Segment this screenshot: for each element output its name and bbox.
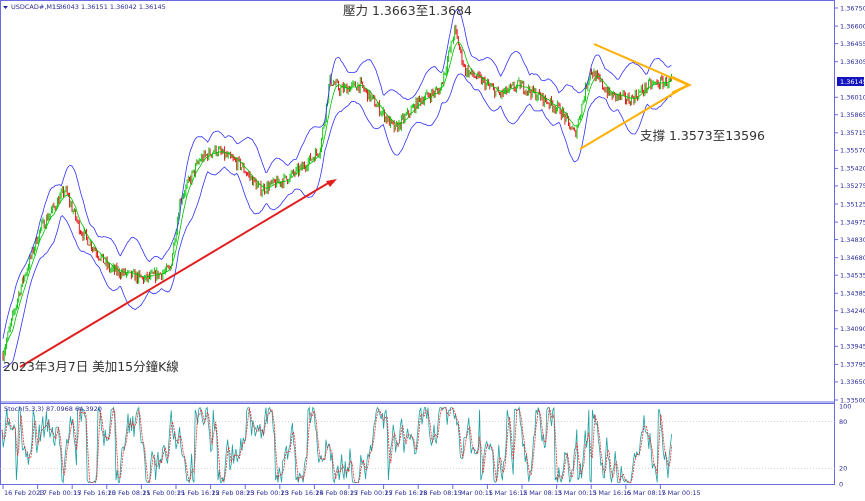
price-tick-label: 1.33650 (840, 378, 865, 386)
time-tick-label: 27 Feb 00:15 (350, 489, 393, 497)
support-label: 支撐 1.3573至13596 (640, 128, 765, 143)
time-tick-label: 21 Feb 16:15 (177, 489, 220, 497)
time-tick-label: 6 Mar 08:15 (627, 489, 666, 497)
price-tick-label: 1.36305 (840, 58, 865, 66)
dropdown-triangle-icon[interactable] (3, 6, 8, 9)
price-tick-label: 1.35570 (840, 147, 865, 155)
upper-band (2, 8, 672, 339)
triangle-lower-line[interactable] (579, 85, 687, 150)
price-tick-label: 1.33500 (840, 396, 865, 404)
time-tick-label: 27 Feb 16:15 (385, 489, 428, 497)
time-tick-label: 22 Feb 08:15 (212, 489, 255, 497)
price-tick-label: 1.36600 (840, 22, 865, 30)
price-tick-label: 1.34830 (840, 236, 865, 244)
time-tick-label: 1 Mar 16:15 (488, 489, 527, 497)
price-tick-label: 1.34240 (840, 307, 865, 315)
time-tick-label: 1 Mar 00:15 (454, 489, 493, 497)
resistance-label: 壓力 1.3663至1.3684 (343, 3, 472, 18)
stoch-tick-label: 80 (839, 418, 847, 426)
stoch-tick-label: 100 (839, 402, 851, 410)
price-tick-label: 1.35275 (840, 182, 865, 190)
price-tick-label: 1.34090 (840, 325, 865, 333)
time-tick-label: 2 Mar 08:15 (523, 489, 562, 497)
time-tick-label: 23 Feb 16:15 (281, 489, 324, 497)
chart-frame (0, 0, 835, 485)
moving-average-line (2, 41, 672, 354)
time-tick-label: 3 Mar 00:15 (558, 489, 597, 497)
time-tick-label: 3 Mar 16:15 (592, 489, 631, 497)
price-tick-label: 1.36455 (840, 40, 865, 48)
envelope-bands (2, 8, 672, 368)
stoch-tick-label: 20 (839, 465, 847, 473)
current-price-value: 1.36145 (840, 78, 865, 86)
stoch-main-line (1, 406, 672, 484)
price-tick-label: 1.36750 (840, 4, 865, 12)
triangle-arrowhead-icon (671, 75, 692, 95)
price-tick-label: 1.35420 (840, 165, 865, 173)
price-tick-label: 1.36010 (840, 94, 865, 102)
uptrend-line[interactable] (19, 181, 331, 368)
time-tick-label: 16 Feb 2023 (4, 489, 44, 497)
stoch-axis: 100 80 20 0 (839, 402, 851, 488)
time-tick-label: 24 Feb 08:15 (315, 489, 358, 497)
time-tick-label: 17 Feb 00:15 (39, 489, 82, 497)
price-tick-label: 1.34975 (840, 218, 865, 226)
price-tick-label: 1.33945 (840, 343, 865, 351)
price-tick-label: 1.35865 (840, 111, 865, 119)
time-tick-label: 7 Mar 00:15 (661, 489, 700, 497)
triangle-upper-line[interactable] (593, 43, 687, 85)
price-tick-label: 1.34535 (840, 271, 865, 279)
lower-band (2, 73, 672, 368)
price-tick-label: 1.33795 (840, 361, 865, 369)
price-tick-label: 1.34680 (840, 254, 865, 262)
time-tick-label: 21 Feb 00:15 (142, 489, 185, 497)
stoch-label: Stoch(5,3,3) 87.0968 64.3920 (4, 405, 102, 413)
stoch-tick-label: 0 (839, 480, 843, 488)
price-tick-label: 1.35125 (840, 200, 865, 208)
current-price-badge (837, 77, 864, 86)
stochastic-panel (0, 406, 835, 484)
ohlc-readout: 1.36043 1.36151 1.36042 1.36145 (52, 3, 166, 11)
time-tick-label: 28 Feb 08:15 (419, 489, 462, 497)
price-tick-label: 1.35715 (840, 129, 865, 137)
stoch-signal-line (1, 406, 672, 484)
price-tick-label: 1.34385 (840, 290, 865, 298)
uptrend-arrowhead-icon (326, 179, 337, 187)
time-tick-label: 20 Feb 08:15 (108, 489, 151, 497)
chart-caption: 2023年3月7日 美加15分鐘K線 (3, 359, 179, 374)
time-tick-label: 23 Feb 00:15 (246, 489, 289, 497)
time-tick-label: 17 Feb 16:15 (73, 489, 116, 497)
price-axis[interactable]: 1.36750 1.36600 1.36455 1.36305 1.36010 1.358… (835, 4, 865, 404)
symbol-label: USDCAD#,M15 (11, 3, 60, 11)
